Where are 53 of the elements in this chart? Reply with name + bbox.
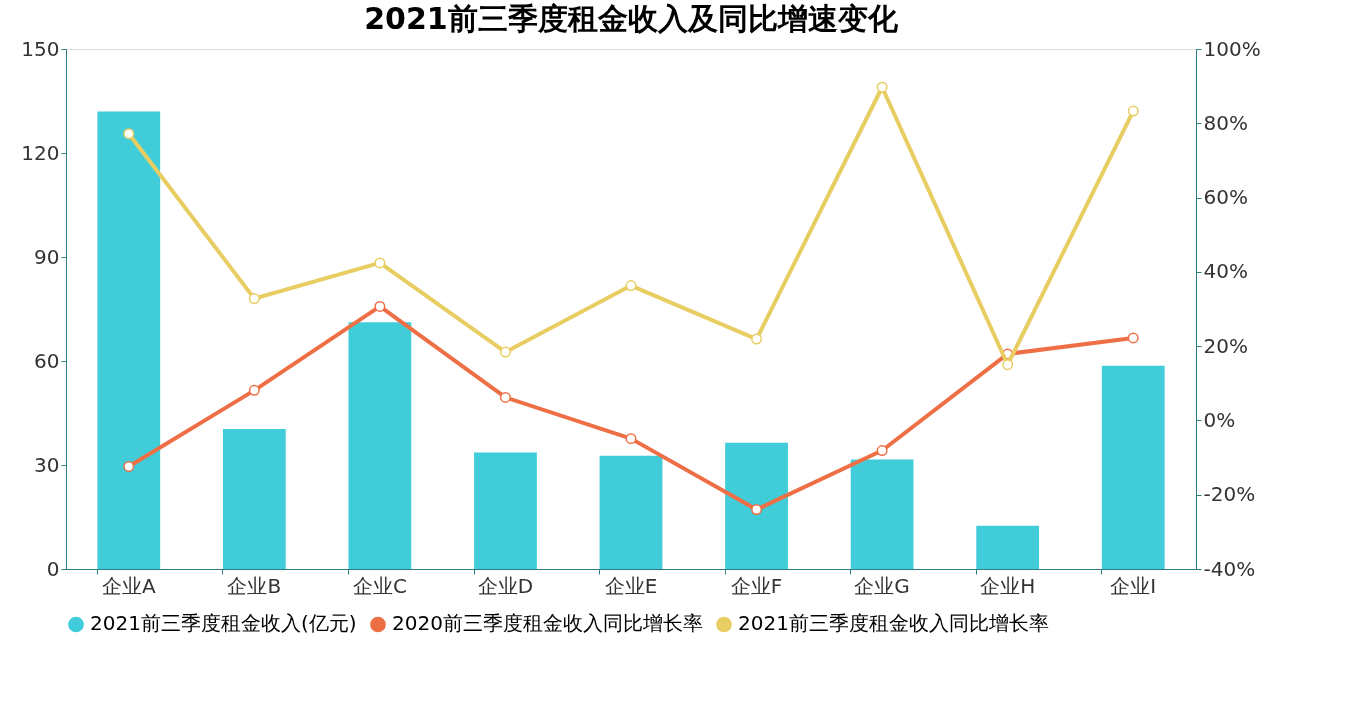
point — [374, 300, 386, 312]
legend-label: 2021前三季度租金收入同比增长率 — [738, 611, 1049, 636]
legend-label: 2021前三季度租金收入(亿元) — [90, 611, 357, 636]
y-tick-label: 0 — [46, 556, 60, 581]
y-tick-label: 30 — [34, 452, 60, 477]
point — [1127, 332, 1139, 344]
point — [876, 445, 888, 456]
y-tick-label: 150 — [21, 36, 60, 61]
point — [625, 433, 637, 445]
y2-tick-label: -40% — [1203, 556, 1256, 581]
point — [248, 293, 260, 305]
point — [123, 128, 135, 140]
point — [1002, 359, 1014, 371]
y2-tick-label: 0% — [1203, 407, 1236, 432]
bar — [1101, 365, 1165, 569]
bar — [725, 442, 788, 569]
point — [499, 391, 511, 403]
point — [1127, 105, 1139, 117]
point — [248, 384, 260, 396]
x-tick-label: 企业H — [980, 573, 1036, 598]
x-tick-label: 企业A — [101, 573, 156, 598]
x-tick-label: 企业C — [352, 573, 407, 598]
x-tick-label: 企业D — [477, 573, 534, 598]
y2-tick-label: 80% — [1203, 110, 1248, 135]
y-tick-label: 90 — [34, 244, 60, 269]
chart-title: 2021前三季度租金收入及同比增速变化 — [364, 1, 899, 36]
y2-tick-label: -20% — [1203, 482, 1256, 507]
point — [751, 504, 763, 516]
point — [751, 333, 763, 345]
x-tick-label: 企业E — [604, 573, 658, 598]
x-tick-label: 企业G — [854, 573, 910, 598]
point — [876, 81, 888, 93]
y2-tick-label: 60% — [1203, 185, 1248, 210]
bar — [474, 452, 537, 569]
bar — [850, 459, 914, 569]
legend-label: 2020前三季度租金收入同比增长率 — [392, 611, 703, 636]
bar — [97, 111, 161, 569]
x-tick-label: 企业B — [227, 573, 282, 598]
point — [625, 280, 637, 292]
x-tick-label: 企业I — [1110, 573, 1157, 598]
y2-tick-label: 40% — [1203, 259, 1248, 284]
y-tick-label: 120 — [21, 140, 60, 165]
point — [374, 257, 386, 269]
bar — [976, 525, 1040, 569]
bar — [222, 428, 286, 569]
y2-tick-label: 20% — [1203, 333, 1248, 358]
y2-tick-label: 100% — [1203, 36, 1261, 61]
y-tick-label: 60 — [34, 348, 60, 373]
bar — [348, 322, 412, 569]
point — [499, 346, 511, 358]
point — [123, 461, 135, 472]
bar — [599, 455, 663, 569]
x-tick-label: 企业F — [730, 573, 783, 598]
